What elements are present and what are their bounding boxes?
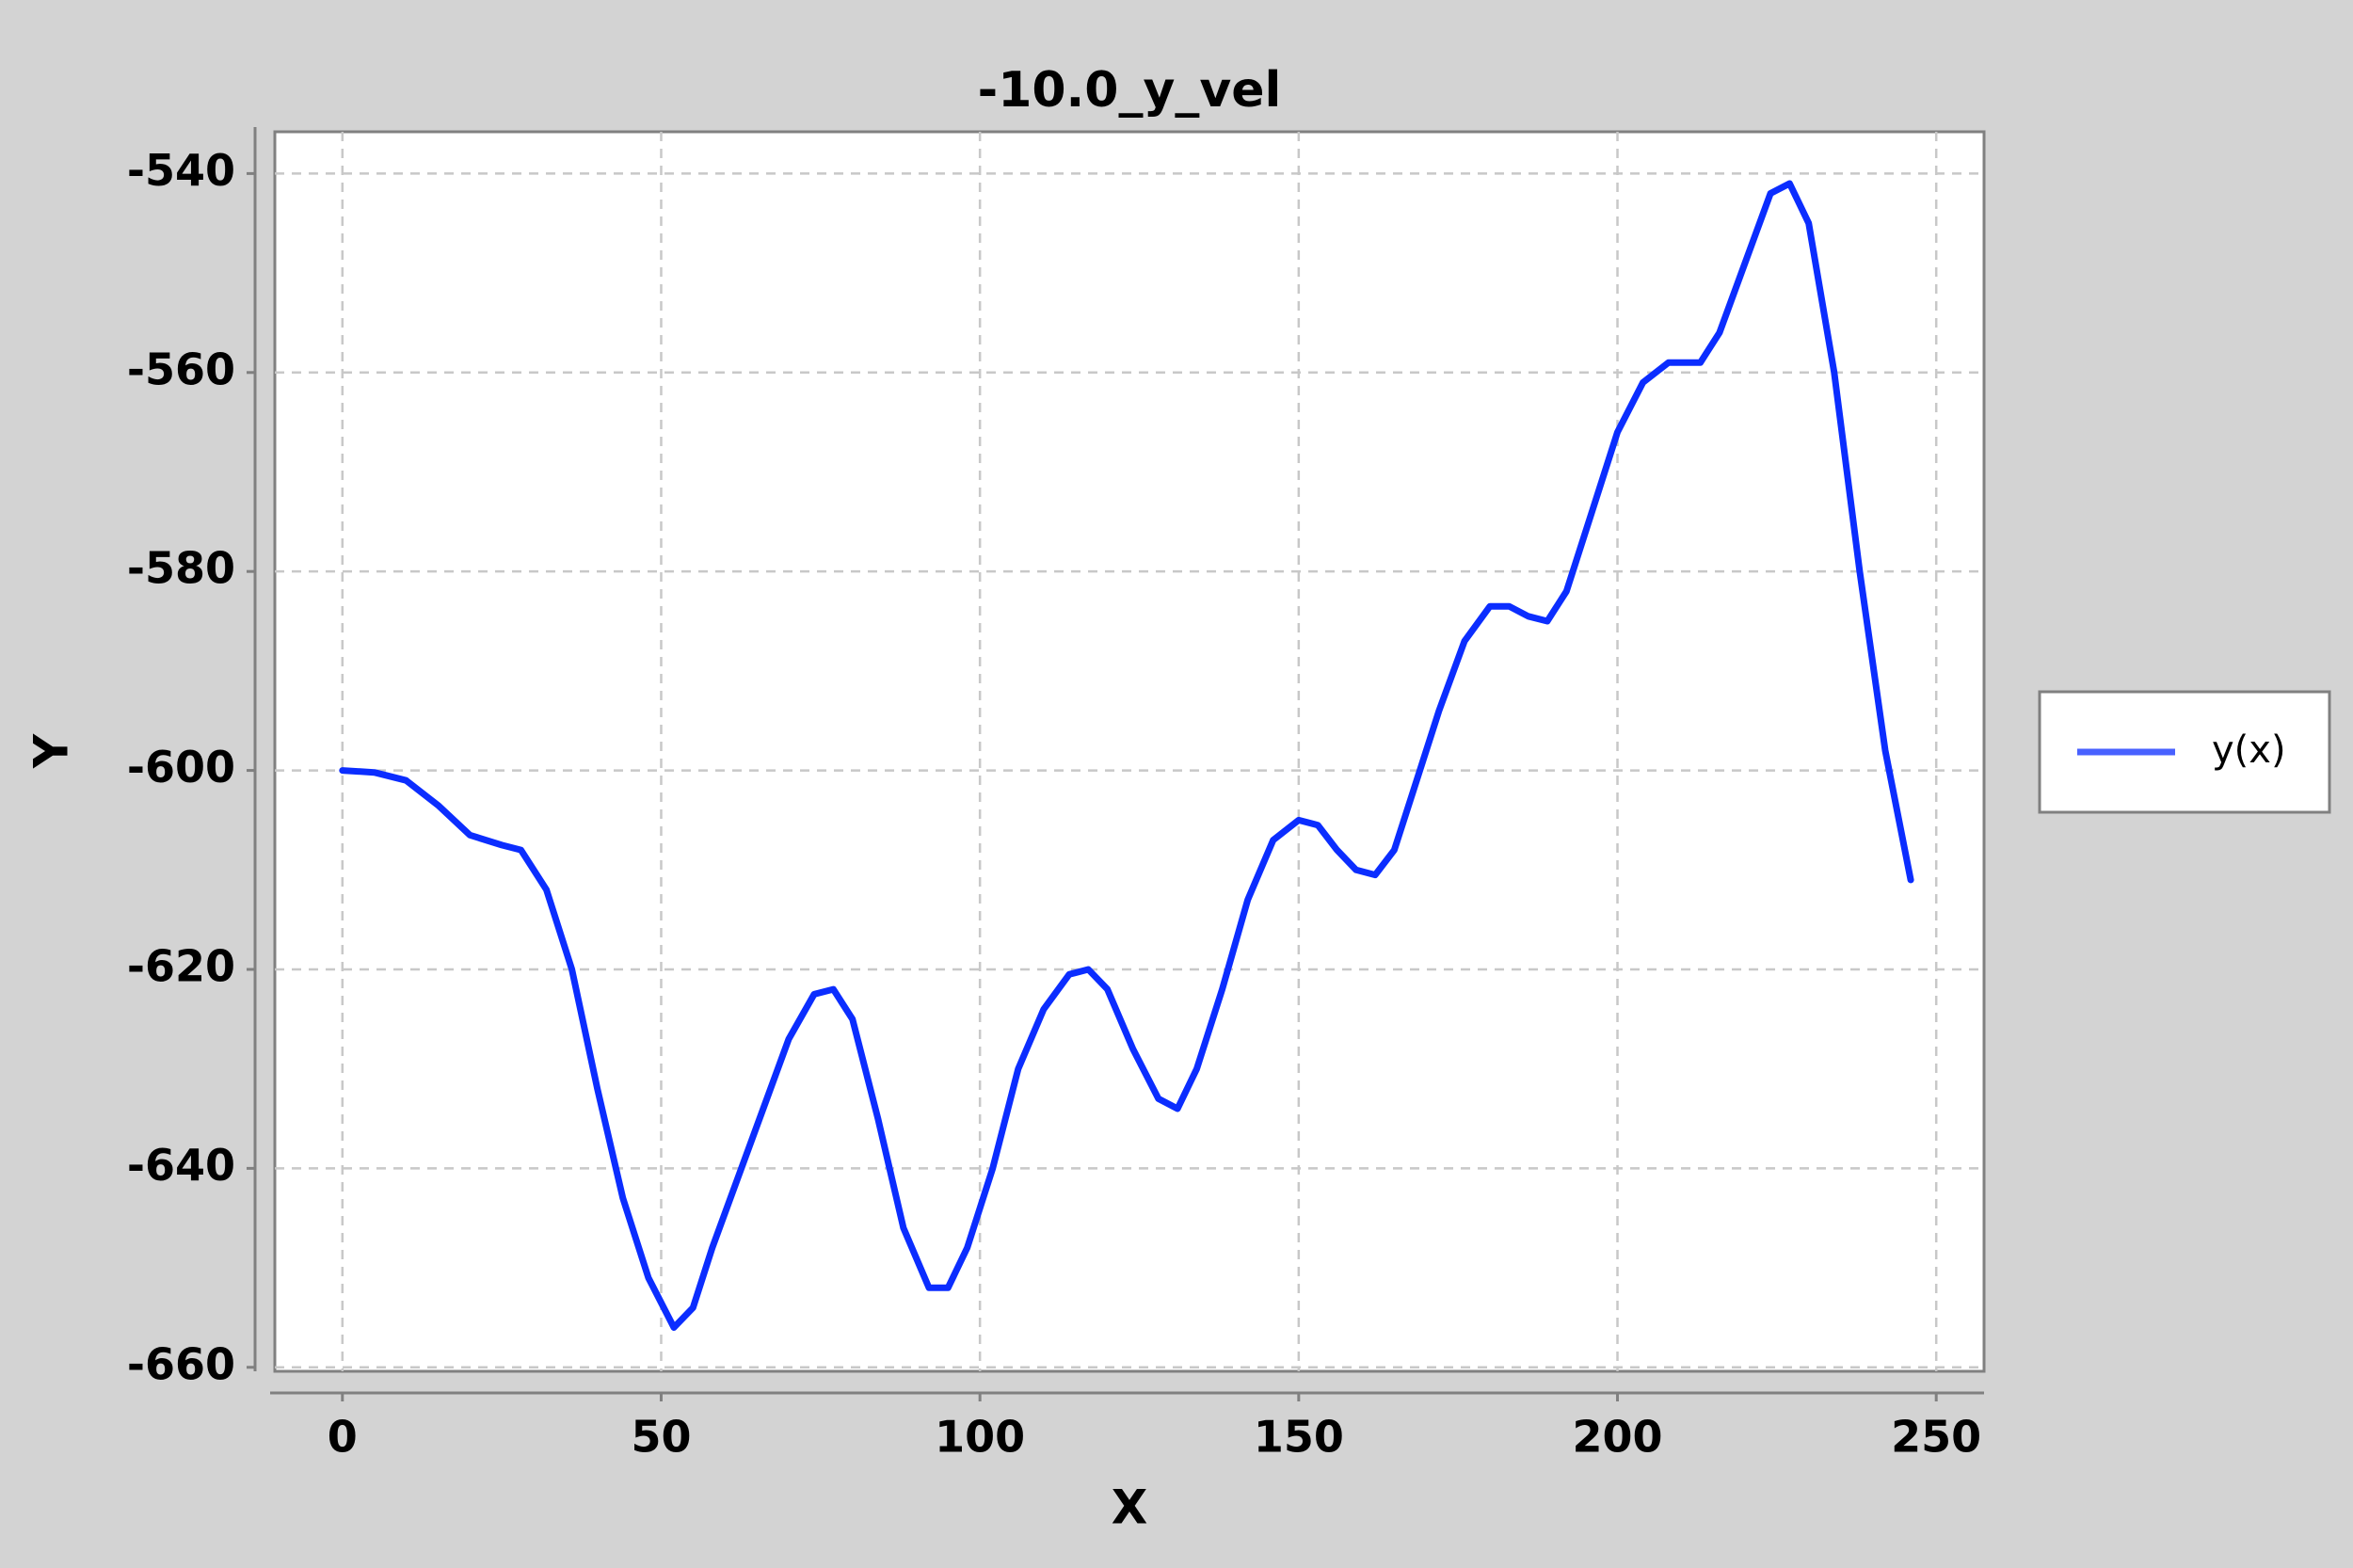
y-tick-label: -560 bbox=[127, 344, 235, 394]
x-axis-label: X bbox=[1112, 1480, 1148, 1535]
y-tick-label: -620 bbox=[127, 940, 235, 991]
x-tick-label: 100 bbox=[935, 1412, 1025, 1463]
y-tick-label: -640 bbox=[127, 1140, 235, 1191]
x-tick-label: 50 bbox=[631, 1412, 691, 1463]
x-tick-label: 0 bbox=[328, 1412, 358, 1463]
legend-label: y(x) bbox=[2212, 728, 2286, 772]
y-tick-label: -580 bbox=[127, 543, 235, 594]
y-tick-label: -660 bbox=[127, 1338, 235, 1389]
legend: y(x) bbox=[2038, 690, 2331, 814]
x-tick-label: 150 bbox=[1254, 1412, 1344, 1463]
data-line bbox=[339, 180, 1914, 1331]
y-axis-label: Y bbox=[24, 733, 79, 769]
plot-area bbox=[273, 130, 1986, 1373]
y-tick-label: -540 bbox=[127, 145, 235, 196]
chart-title: -10.0_y_vel bbox=[978, 62, 1282, 119]
y-tick-label: -600 bbox=[127, 742, 235, 792]
x-tick-label: 250 bbox=[1891, 1412, 1981, 1463]
x-tick-label: 200 bbox=[1573, 1412, 1663, 1463]
